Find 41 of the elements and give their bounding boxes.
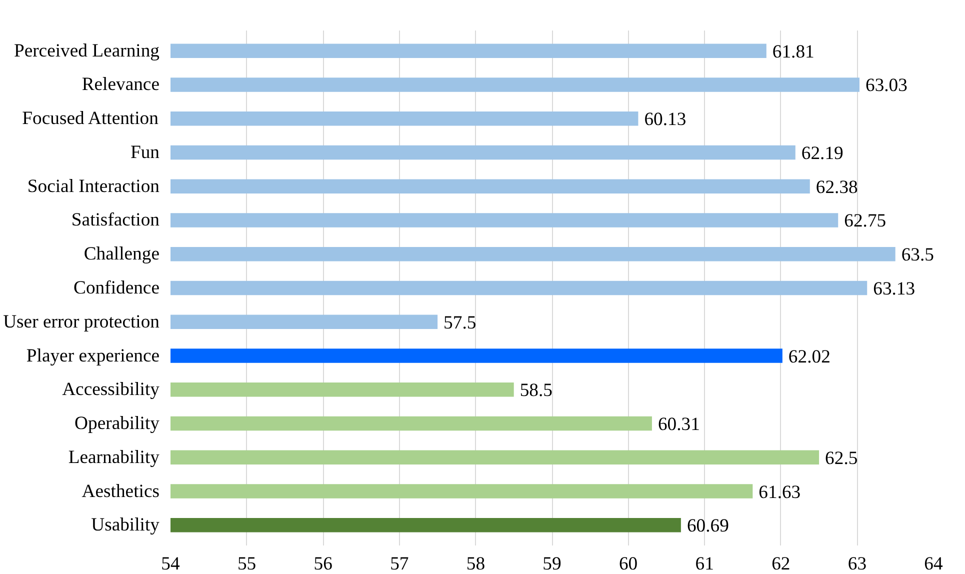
data-label: 61.63 — [758, 482, 801, 503]
data-label: 62.19 — [801, 142, 844, 164]
data-label: 63.13 — [873, 278, 916, 300]
data-label: 61.81 — [772, 41, 814, 62]
y-tick-label: Usability — [91, 514, 160, 536]
x-tick-label: 55 — [237, 554, 256, 574]
x-tick-label: 61 — [695, 554, 714, 574]
data-label: 60.13 — [644, 109, 686, 130]
data-label: 60.31 — [658, 414, 700, 436]
y-tick-label: User error protection — [3, 311, 160, 332]
x-tick-label: 59 — [542, 554, 562, 574]
y-tick-label: Operability — [74, 413, 160, 434]
y-tick-label: Perceived Learning — [14, 40, 160, 62]
x-tick-label: 62 — [772, 554, 790, 574]
x-tick-label: 64 — [924, 554, 944, 574]
data-label: 58.5 — [520, 380, 553, 402]
y-tick-label: Satisfaction — [71, 210, 160, 231]
data-label: 62.5 — [825, 448, 858, 469]
y-tick-label: Confidence — [74, 278, 160, 298]
data-label: 57.5 — [444, 312, 476, 334]
y-tick-label: Challenge — [84, 244, 160, 265]
x-tick-label: 60 — [618, 554, 638, 574]
data-label: 60.69 — [686, 516, 729, 537]
x-tick-label: 63 — [848, 554, 867, 574]
y-tick-label: Accessibility — [62, 379, 160, 400]
y-tick-label: Fun — [130, 142, 160, 163]
x-tick-label: 57 — [390, 554, 409, 574]
x-tick-label: 56 — [314, 554, 332, 574]
y-tick-label: Player experience — [26, 345, 160, 366]
y-tick-label: Aesthetics — [82, 480, 160, 502]
data-label: 62.38 — [816, 176, 858, 198]
x-tick-label: 54 — [161, 554, 180, 574]
data-label: 62.02 — [788, 346, 830, 368]
data-label: 62.75 — [844, 210, 886, 232]
data-label: 63.03 — [865, 75, 908, 96]
y-tick-label: Social Interaction — [27, 176, 160, 197]
y-tick-label: Learnability — [68, 446, 160, 468]
y-tick-label: Focused Attention — [22, 108, 160, 130]
x-tick-label: 58 — [466, 554, 486, 574]
data-label: 63.5 — [901, 244, 934, 266]
y-tick-label: Relevance — [82, 74, 160, 96]
